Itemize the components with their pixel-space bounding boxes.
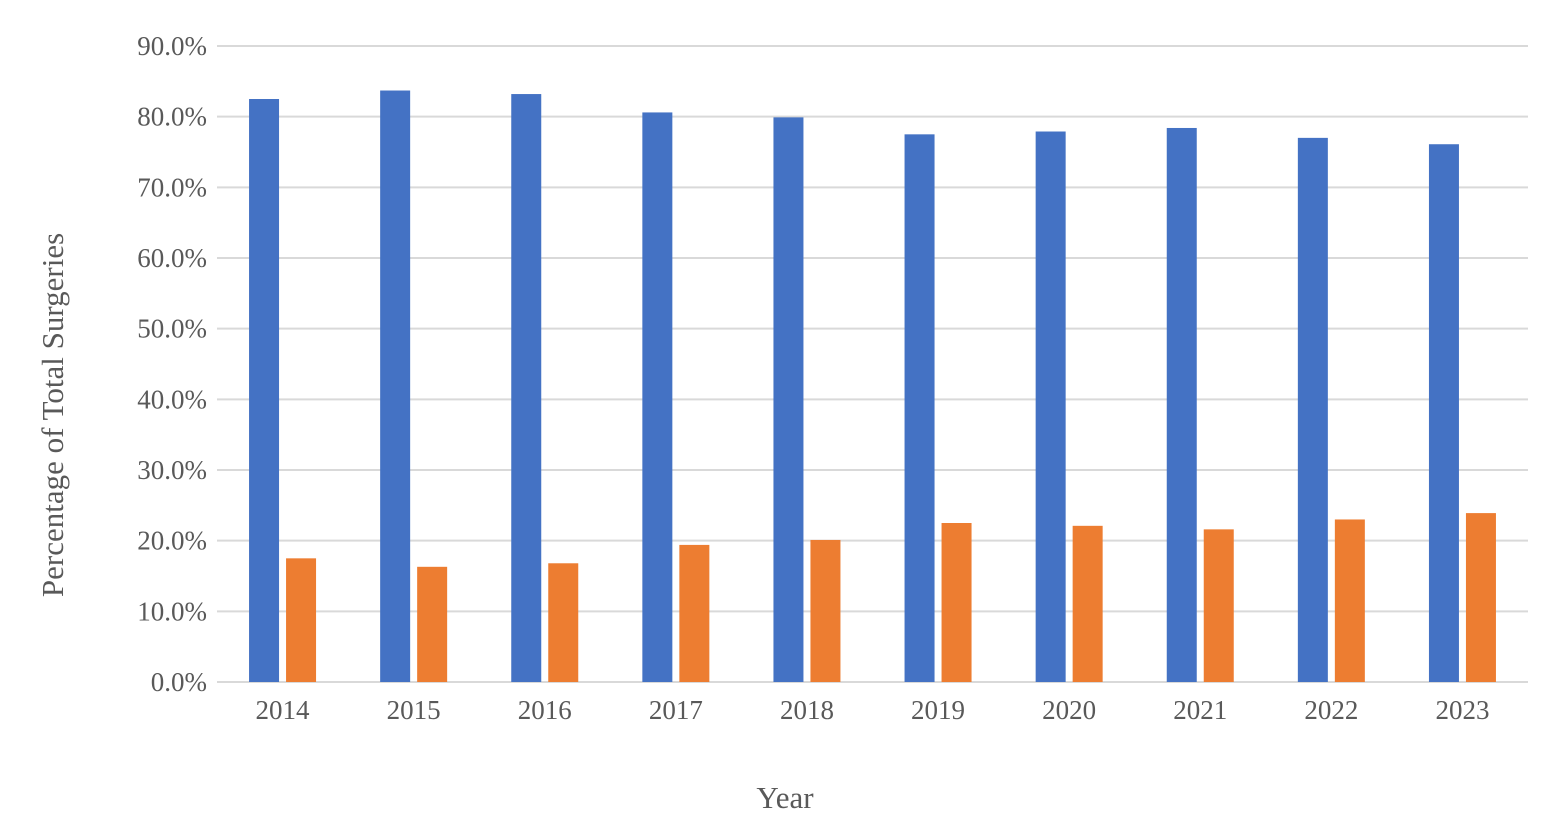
y-tick-label: 50.0% — [137, 314, 207, 344]
bar-2021-series-2 — [1203, 529, 1234, 682]
y-tick-label: 70.0% — [137, 172, 207, 202]
bar-2014-series-2 — [286, 558, 317, 682]
x-tick-label: 2014 — [256, 695, 311, 725]
x-axis-ticks: 2014 2015 2016 2017 2018 2019 2020 2021 2022 2023 — [256, 695, 1490, 725]
y-tick-label: 90.0% — [137, 31, 207, 61]
y-tick-label: 40.0% — [137, 384, 207, 414]
bar-2020-series-1 — [1035, 131, 1066, 683]
x-axis-title: Year — [756, 780, 814, 815]
bar-2019-series-2 — [941, 523, 972, 682]
y-tick-label: 20.0% — [137, 526, 207, 556]
bar-2023-series-1 — [1428, 144, 1459, 682]
bars — [249, 90, 1496, 683]
x-tick-label: 2015 — [387, 695, 441, 725]
bar-2022-series-2 — [1334, 519, 1365, 682]
y-tick-label: 10.0% — [137, 596, 207, 626]
x-tick-label: 2020 — [1042, 695, 1096, 725]
bar-2018-series-1 — [773, 117, 804, 682]
bar-2019-series-1 — [904, 134, 935, 683]
gridlines — [217, 45, 1528, 683]
bar-2018-series-2 — [810, 539, 841, 682]
y-tick-label: 80.0% — [137, 102, 207, 132]
bar-2021-series-1 — [1166, 127, 1197, 683]
bar-2020-series-2 — [1072, 525, 1103, 682]
y-tick-label: 60.0% — [137, 243, 207, 273]
bar-2023-series-2 — [1465, 513, 1496, 682]
bar-2014-series-1 — [249, 99, 280, 682]
bar-2017-series-2 — [679, 544, 710, 682]
x-tick-label: 2022 — [1304, 695, 1358, 725]
bar-2015-series-1 — [380, 90, 411, 682]
x-tick-label: 2023 — [1435, 695, 1489, 725]
y-tick-label: 30.0% — [137, 455, 207, 485]
y-tick-label: 0.0% — [151, 667, 207, 697]
x-tick-label: 2021 — [1173, 695, 1227, 725]
bar-2016-series-1 — [511, 94, 542, 682]
x-tick-label: 2018 — [780, 695, 834, 725]
y-axis-ticks: 0.0% 10.0% 20.0% 30.0% 40.0% 50.0% 60.0% 70.0% 8… — [137, 31, 207, 697]
x-tick-label: 2019 — [911, 695, 965, 725]
bar-2016-series-2 — [548, 563, 579, 682]
x-tick-label: 2017 — [649, 695, 703, 725]
x-tick-label: 2016 — [518, 695, 572, 725]
bar-2022-series-1 — [1297, 137, 1328, 682]
bar-2017-series-1 — [642, 112, 673, 683]
bar-2015-series-2 — [417, 566, 448, 682]
y-axis-title: Percentage of Total Surgeries — [35, 233, 70, 597]
